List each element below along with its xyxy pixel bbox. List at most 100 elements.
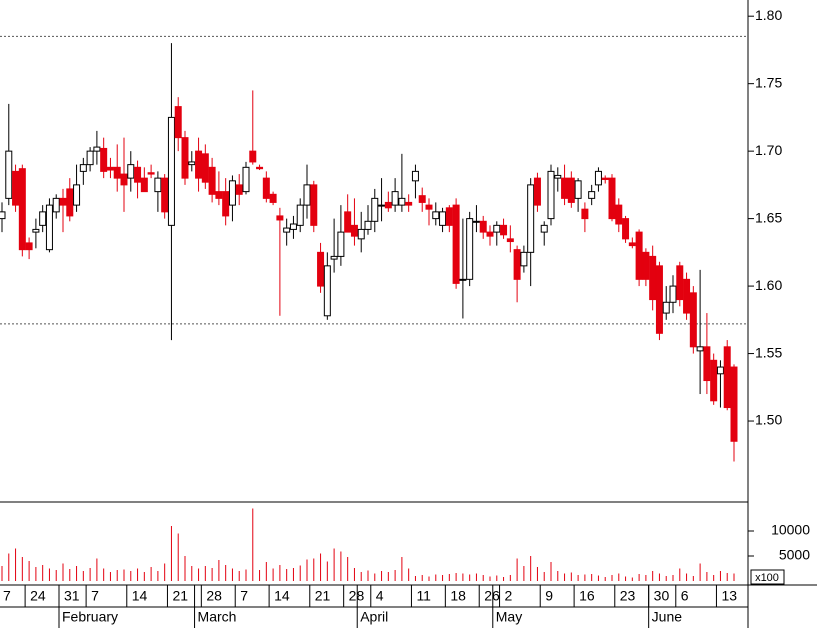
candle-body [425, 204, 433, 210]
candle-body [154, 177, 162, 193]
candle-body [364, 220, 372, 230]
x-tick-label: 4 [376, 588, 384, 604]
candle-body [0, 211, 6, 220]
x-tick-label: 9 [545, 588, 553, 604]
candle-body [506, 238, 514, 243]
candle-body [235, 184, 243, 195]
candle-body [181, 137, 189, 179]
candle-body [215, 191, 223, 199]
candle-body [710, 359, 718, 402]
y-tick-label: 1.65 [755, 209, 782, 225]
candle-body [405, 201, 413, 206]
candle-body [73, 184, 81, 206]
candle-body [79, 164, 87, 172]
candle-body [398, 197, 406, 206]
candle-body [317, 251, 325, 287]
candle-body [283, 227, 291, 233]
y-tick-label: 1.75 [755, 74, 782, 90]
candle-body [384, 201, 392, 209]
candle-body [594, 170, 602, 186]
x-tick-label: 23 [620, 588, 636, 604]
candle-body [601, 177, 609, 180]
candle-body [588, 191, 596, 199]
candle-body [486, 231, 494, 237]
x-tick-label: 13 [721, 588, 737, 604]
candle-body [723, 346, 731, 409]
month-label: February [62, 609, 118, 625]
candle-body [296, 204, 304, 226]
candle-body [276, 215, 284, 221]
candle-body [208, 166, 216, 195]
candle-body [249, 150, 257, 163]
candle-body [242, 166, 250, 193]
candle-body [350, 224, 358, 237]
volume-tick-label: 5000 [779, 547, 810, 563]
candle-body [554, 174, 562, 179]
candle-body [174, 106, 182, 139]
candle-body [391, 191, 399, 206]
candle-body [581, 208, 589, 220]
y-tick-label: 1.80 [755, 7, 782, 23]
candle-body [493, 224, 501, 233]
candle-body [323, 265, 331, 317]
candle-body [357, 228, 365, 240]
candle-body [25, 242, 33, 251]
candle-body [533, 177, 541, 206]
candle-body [662, 301, 670, 314]
candle-body [59, 197, 67, 206]
candle-body [527, 184, 535, 253]
candle-body [134, 166, 142, 183]
candle-body [18, 168, 26, 251]
candle-body [676, 265, 684, 301]
candle-body [730, 366, 738, 442]
month-label: April [360, 609, 388, 625]
x-tick-label: 18 [450, 588, 466, 604]
candle-body [513, 249, 521, 280]
candle-body [289, 223, 297, 230]
candle-body [683, 278, 691, 314]
candle-body [540, 224, 548, 233]
candle-body [642, 251, 650, 280]
candle-body [520, 251, 528, 267]
candle-body [127, 164, 135, 179]
x-tick-label: 28 [206, 588, 222, 604]
x-tick-label: 21 [315, 588, 331, 604]
candle-body [140, 177, 148, 193]
month-label: June [652, 609, 683, 625]
x-tick-label: 26 [484, 588, 500, 604]
candle-body [32, 228, 40, 233]
x-tick-label: 31 [64, 588, 80, 604]
candle-body [669, 285, 677, 303]
candle-body [93, 146, 101, 152]
candle-body [66, 188, 74, 217]
candle-body [86, 150, 94, 166]
candle-body [52, 197, 60, 213]
y-tick-label: 1.70 [755, 142, 782, 158]
volume-unit: x100 [755, 572, 779, 584]
candle-body [188, 161, 196, 166]
candle-body [479, 220, 487, 233]
candle-body [5, 150, 13, 199]
x-tick-label: 16 [579, 588, 595, 604]
candle-body [222, 191, 230, 217]
candle-body [561, 177, 569, 199]
x-tick-label: 28 [349, 588, 365, 604]
candle-body [378, 204, 386, 207]
candle-body [459, 278, 467, 281]
x-tick-label: 14 [274, 588, 290, 604]
candle-body [628, 242, 636, 247]
candle-body [161, 177, 169, 213]
candle-body [547, 170, 555, 220]
candle-body [167, 116, 175, 226]
candle-body [574, 180, 582, 199]
candle-body [615, 204, 623, 225]
candle-body [113, 166, 121, 179]
candle-body [12, 170, 20, 206]
volume-unit-box [750, 569, 785, 585]
x-tick-label: 2 [505, 588, 513, 604]
candle-body [703, 346, 711, 382]
candle-body [228, 180, 236, 206]
candle-body [696, 346, 704, 352]
